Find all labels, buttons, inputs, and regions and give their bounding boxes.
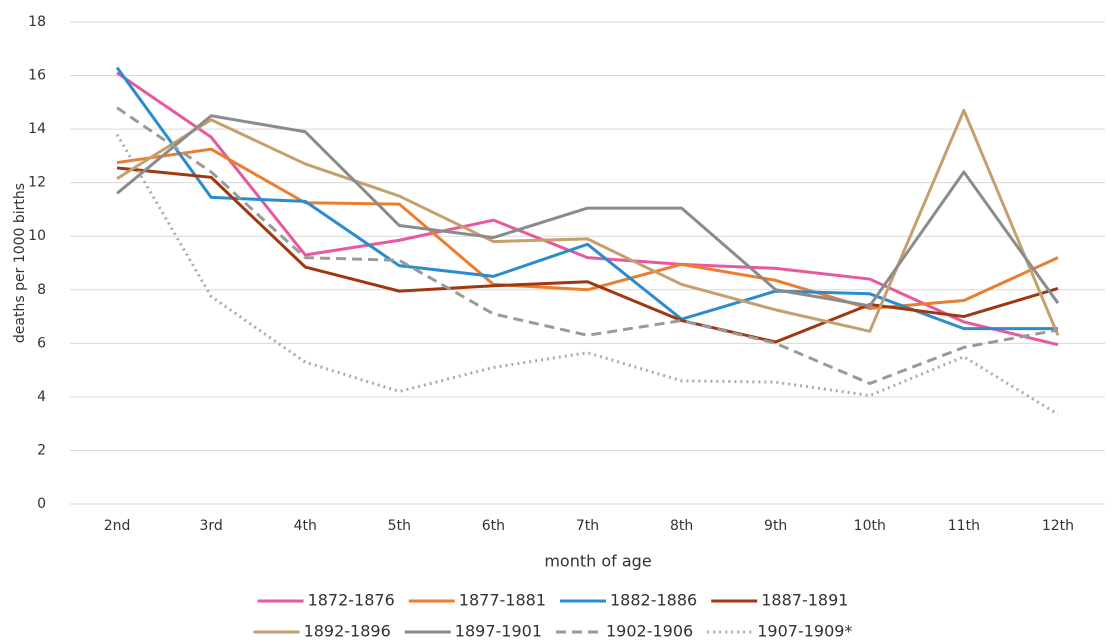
x-axis-label: month of age: [544, 552, 651, 571]
legend-label: 1897-1901: [455, 622, 542, 641]
x-tick-label: 12th: [1042, 518, 1074, 534]
legend-label: 1877-1881: [459, 591, 546, 610]
y-tick-label: 6: [37, 335, 46, 351]
x-tick-label: 7th: [576, 518, 599, 534]
y-tick-label: 18: [28, 14, 46, 30]
legend-label: 1872-1876: [308, 591, 395, 610]
series-line: [116, 114, 1060, 308]
series-line: [116, 106, 1059, 385]
y-tick-label: 10: [28, 228, 46, 244]
x-tick-label: 2nd: [104, 518, 131, 534]
y-axis-label: deaths per 1000 births: [12, 183, 28, 343]
series-line: [116, 71, 1059, 347]
x-tick-label: 10th: [854, 518, 886, 534]
series-line: [116, 147, 1059, 311]
x-tick-label: 9th: [764, 518, 787, 534]
legend-label: 1892-1896: [304, 622, 391, 641]
y-tick-label: 8: [37, 282, 46, 298]
series-line: [116, 166, 1059, 344]
y-tick-label: 16: [28, 68, 46, 84]
y-tick-label: 0: [37, 496, 46, 512]
legend-label: 1902-1906: [606, 622, 693, 641]
series-line: [116, 108, 1060, 336]
y-tick-label: 2: [37, 442, 46, 458]
x-tick-label: 4th: [294, 518, 317, 534]
y-tick-label: 14: [28, 121, 46, 137]
x-tick-label: 11th: [948, 518, 980, 534]
x-tick-label: 8th: [670, 518, 693, 534]
x-tick-label: 6th: [482, 518, 505, 534]
y-tick-label: 12: [28, 175, 46, 191]
series-line: [115, 66, 1058, 331]
legend-label: 1882-1886: [610, 591, 697, 610]
x-tick-label: 5th: [388, 518, 411, 534]
legend-label: 1907-1909*: [757, 622, 852, 641]
legend-label: 1887-1891: [761, 591, 848, 610]
x-tick-label: 3rd: [199, 518, 222, 534]
y-tick-label: 4: [37, 389, 46, 405]
